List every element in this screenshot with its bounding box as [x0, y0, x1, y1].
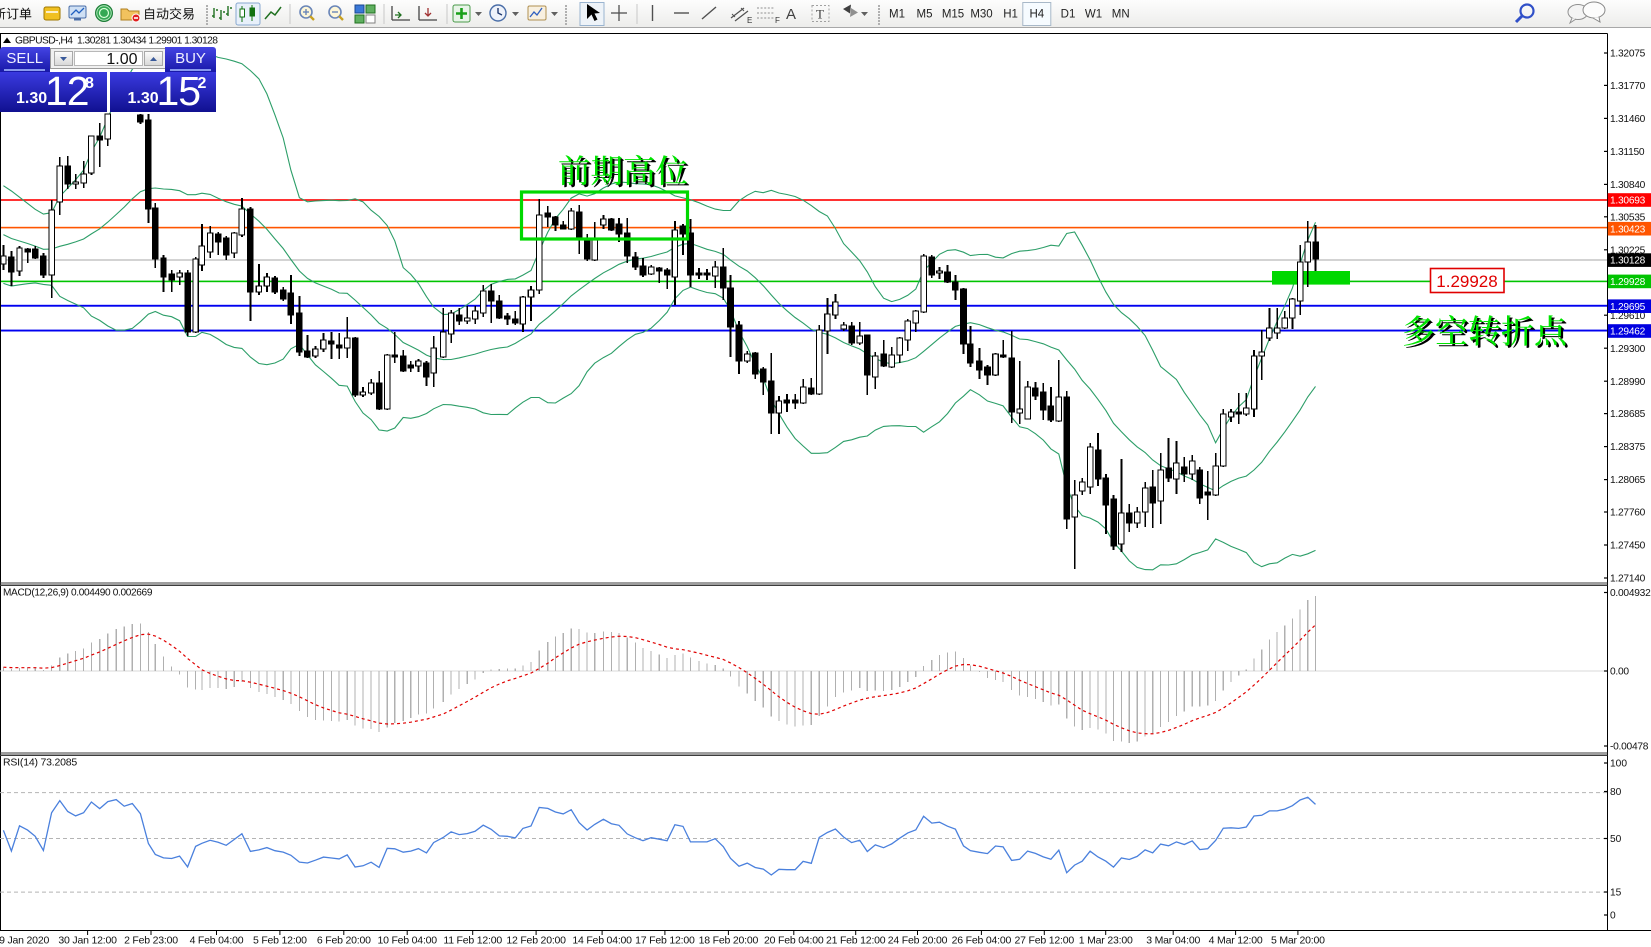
- svg-text:15: 15: [1610, 888, 1622, 899]
- svg-text:2 Feb 23:00: 2 Feb 23:00: [124, 935, 178, 947]
- svg-text:4 Mar 12:00: 4 Mar 12:00: [1209, 935, 1263, 947]
- svg-text:1.30225: 1.30225: [1610, 245, 1646, 256]
- svg-text:1.30535: 1.30535: [1610, 212, 1646, 223]
- svg-text:14 Feb 04:00: 14 Feb 04:00: [572, 935, 632, 947]
- svg-text:50: 50: [1610, 834, 1622, 845]
- svg-text:3 Mar 04:00: 3 Mar 04:00: [1146, 935, 1200, 947]
- svg-text:5 Feb 12:00: 5 Feb 12:00: [253, 935, 307, 947]
- svg-text:30 Jan 12:00: 30 Jan 12:00: [58, 935, 117, 947]
- svg-text:T: T: [816, 7, 824, 22]
- svg-text:1 Mar 23:00: 1 Mar 23:00: [1079, 935, 1133, 947]
- svg-text:10 Feb 04:00: 10 Feb 04:00: [377, 935, 437, 947]
- svg-text:0.00: 0.00: [1610, 667, 1629, 678]
- svg-text:100: 100: [1610, 759, 1627, 770]
- svg-text:MN: MN: [1112, 9, 1130, 21]
- svg-text:1.31460: 1.31460: [1610, 114, 1646, 125]
- svg-text:E: E: [747, 16, 752, 25]
- svg-text:26 Feb 04:00: 26 Feb 04:00: [952, 935, 1012, 947]
- svg-text:GBPUSD-,H4 1.30281 1.30434 1.: GBPUSD-,H4 1.30281 1.30434 1.29901 1.301…: [15, 36, 218, 47]
- svg-text:1.29928: 1.29928: [1610, 277, 1646, 288]
- svg-text:M5: M5: [917, 9, 933, 21]
- svg-text:20 Feb 04:00: 20 Feb 04:00: [764, 935, 824, 947]
- svg-text:24 Feb 20:00: 24 Feb 20:00: [888, 935, 948, 947]
- svg-text:18 Feb 20:00: 18 Feb 20:00: [699, 935, 759, 947]
- svg-text:1.28375: 1.28375: [1610, 442, 1646, 453]
- svg-text:29 Jan 2020: 29 Jan 2020: [0, 935, 49, 947]
- svg-text:1.28065: 1.28065: [1610, 475, 1646, 486]
- svg-text:4 Feb 04:00: 4 Feb 04:00: [190, 935, 244, 947]
- svg-text:1.28990: 1.28990: [1610, 377, 1646, 388]
- svg-text:5 Mar 20:00: 5 Mar 20:00: [1271, 935, 1325, 947]
- svg-text:1.30128: 1.30128: [1610, 256, 1646, 267]
- svg-text:1.29695: 1.29695: [1610, 302, 1646, 313]
- svg-text:0.004932: 0.004932: [1610, 588, 1651, 599]
- svg-text:21 Feb 12:00: 21 Feb 12:00: [826, 935, 886, 947]
- svg-text:D1: D1: [1061, 9, 1076, 21]
- svg-text:-0.00478: -0.00478: [1610, 742, 1649, 753]
- svg-text:1.29928: 1.29928: [1436, 272, 1497, 291]
- svg-text:W1: W1: [1085, 9, 1102, 21]
- svg-text:27 Feb 12:00: 27 Feb 12:00: [1015, 935, 1075, 947]
- svg-text:1.27450: 1.27450: [1610, 541, 1646, 552]
- svg-text:12 Feb 20:00: 12 Feb 20:00: [506, 935, 566, 947]
- svg-text:1.32075: 1.32075: [1610, 49, 1646, 60]
- svg-text:A: A: [786, 6, 796, 23]
- svg-text:H1: H1: [1003, 9, 1018, 21]
- svg-text:1.29610: 1.29610: [1610, 311, 1646, 322]
- svg-text:80: 80: [1610, 787, 1622, 798]
- svg-text:F: F: [775, 16, 780, 25]
- svg-text:1.31770: 1.31770: [1610, 81, 1646, 92]
- svg-text:11 Feb 12:00: 11 Feb 12:00: [443, 935, 502, 947]
- svg-text:0: 0: [1610, 911, 1616, 922]
- svg-text:1.27760: 1.27760: [1610, 508, 1646, 519]
- svg-text:MACD(12,26,9) 0.004490 0.00266: MACD(12,26,9) 0.004490 0.002669: [3, 588, 153, 599]
- svg-text:1.30693: 1.30693: [1610, 196, 1646, 207]
- svg-text:1.27140: 1.27140: [1610, 574, 1646, 585]
- svg-text:1.30423: 1.30423: [1610, 224, 1646, 235]
- svg-text:1.29300: 1.29300: [1610, 344, 1646, 355]
- svg-text:6 Feb 20:00: 6 Feb 20:00: [317, 935, 371, 947]
- svg-text:RSI(14) 73.2085: RSI(14) 73.2085: [3, 757, 77, 769]
- svg-text:M15: M15: [942, 9, 964, 21]
- svg-text:1.29462: 1.29462: [1610, 327, 1646, 338]
- svg-text:17 Feb 12:00: 17 Feb 12:00: [635, 935, 695, 947]
- svg-text:H4: H4: [1029, 9, 1044, 21]
- svg-text:1.28685: 1.28685: [1610, 409, 1646, 420]
- svg-text:1.30840: 1.30840: [1610, 180, 1646, 191]
- svg-text:M30: M30: [970, 9, 992, 21]
- svg-text:1.31150: 1.31150: [1610, 147, 1645, 158]
- svg-text:M1: M1: [889, 9, 905, 21]
